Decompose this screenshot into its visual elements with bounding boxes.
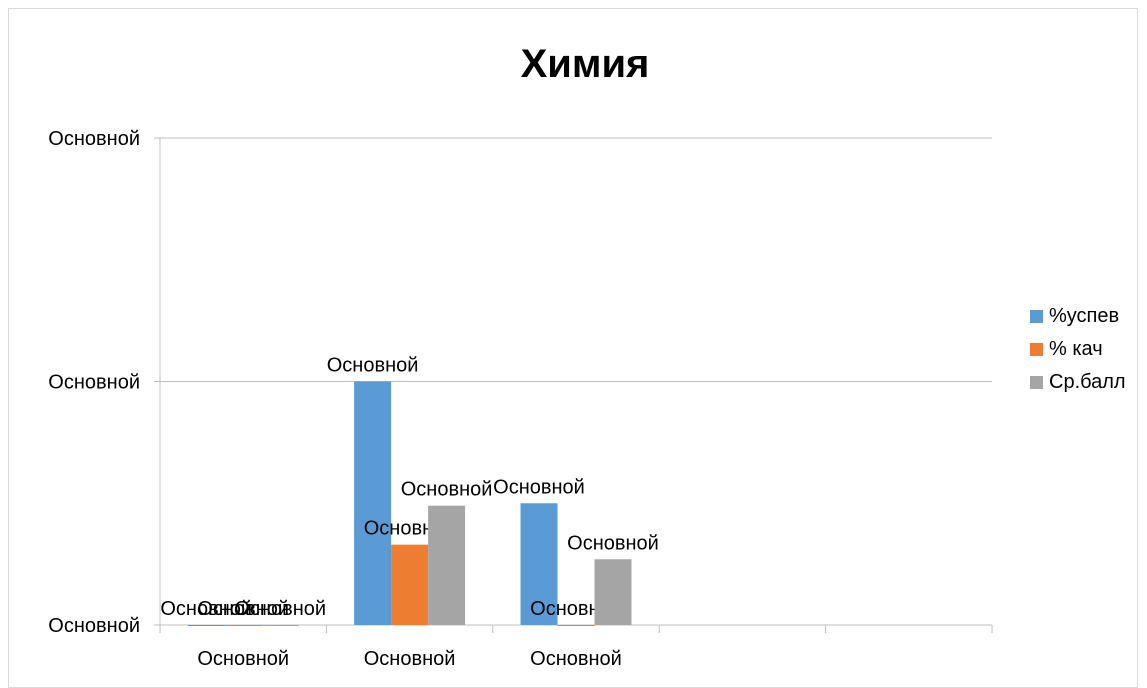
bar bbox=[391, 544, 429, 625]
bar bbox=[557, 625, 595, 626]
legend-swatch bbox=[1030, 376, 1043, 389]
data-label: Основной bbox=[234, 598, 326, 620]
chart-title: Химия bbox=[520, 42, 650, 86]
data-label: Основной bbox=[197, 598, 289, 620]
chart-frame bbox=[8, 8, 1138, 688]
y-tick-label: Основной bbox=[48, 128, 140, 150]
x-tick-label: Основной bbox=[530, 648, 622, 670]
legend-item-srball: Ср.балл bbox=[1030, 366, 1126, 399]
bar bbox=[224, 625, 262, 626]
data-label: Основной bbox=[493, 476, 585, 498]
bar bbox=[187, 625, 225, 626]
chart-legend: %успев % кач Ср.балл bbox=[1030, 300, 1126, 399]
bar bbox=[261, 625, 299, 626]
data-label: Основной bbox=[567, 532, 659, 554]
data-label: Основной bbox=[401, 479, 493, 501]
bar bbox=[428, 505, 466, 625]
y-tick-label: Основной bbox=[48, 372, 140, 394]
bar bbox=[354, 381, 392, 625]
data-label: Основной bbox=[327, 355, 419, 377]
legend-label: % кач bbox=[1049, 338, 1103, 360]
x-tick-label: Основной bbox=[197, 648, 289, 670]
data-label: Основной bbox=[160, 598, 252, 620]
x-tick-label: Основной bbox=[364, 648, 456, 670]
legend-item-kach: % кач bbox=[1030, 333, 1126, 366]
legend-item-uspev: %успев bbox=[1030, 300, 1126, 333]
y-tick-label: Основной bbox=[48, 615, 140, 637]
bar bbox=[520, 503, 558, 625]
bar bbox=[594, 559, 632, 625]
legend-swatch bbox=[1030, 310, 1043, 323]
legend-label: %успев bbox=[1049, 305, 1120, 327]
legend-swatch bbox=[1030, 343, 1043, 356]
legend-label: Ср.балл bbox=[1049, 371, 1126, 393]
